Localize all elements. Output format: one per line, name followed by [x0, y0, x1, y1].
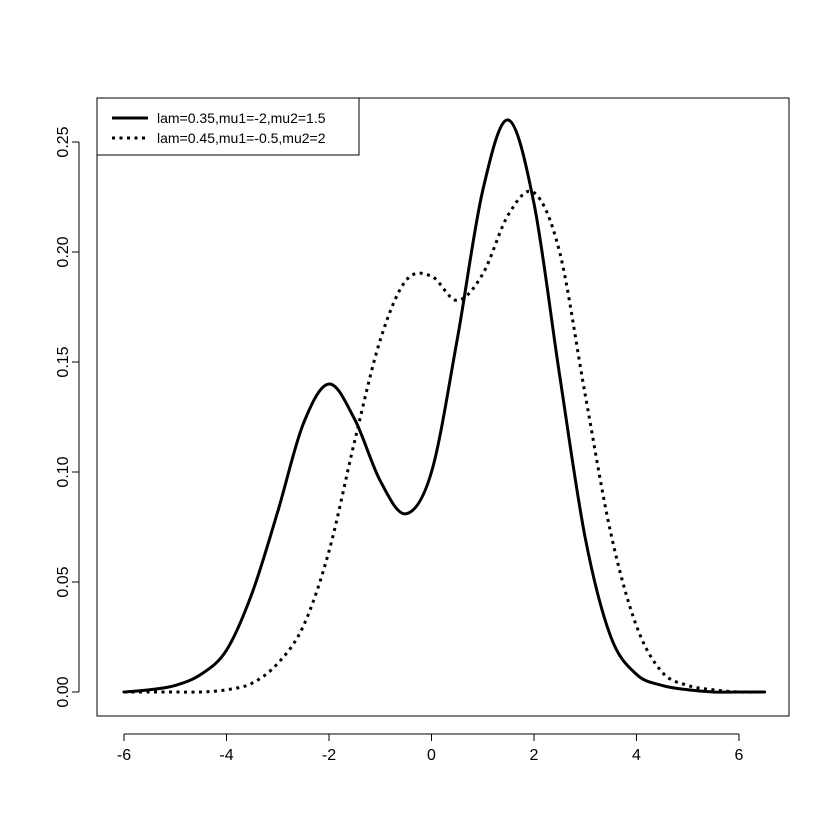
- x-axis: -6 -4 -2 0 2 4 6: [117, 733, 744, 764]
- series-line-lam-0.35: [122, 118, 767, 694]
- y-tick-label: 0.25: [55, 126, 72, 157]
- series-line-lam-0.45: [124, 189, 765, 694]
- legend: lam=0.35,mu1=-2,mu2=1.5 lam=0.45,mu1=-0.…: [96, 97, 360, 156]
- x-tick-label: -6: [117, 747, 131, 764]
- y-tick-label: 0.10: [55, 456, 72, 487]
- x-tick-label: 4: [632, 747, 641, 764]
- x-tick-label: 0: [427, 747, 436, 764]
- legend-label-series-1: lam=0.35,mu1=-2,mu2=1.5: [157, 110, 326, 126]
- legend-box: [96, 97, 360, 156]
- x-tick-label: -4: [219, 747, 233, 764]
- y-tick-label: 0.15: [55, 346, 72, 377]
- plot-frame: [96, 97, 790, 717]
- y-axis: 0.00 0.05 0.10 0.15 0.20 0.25: [55, 126, 80, 708]
- y-tick-label: 0.05: [55, 566, 72, 597]
- y-tick-label: 0.20: [55, 236, 72, 267]
- x-tick-label: -2: [322, 747, 336, 764]
- x-tick-label: 6: [735, 747, 744, 764]
- legend-label-series-2: lam=0.45,mu1=-0.5,mu2=2: [157, 130, 326, 146]
- x-tick-label: 2: [530, 747, 539, 764]
- y-tick-label: 0.00: [55, 676, 72, 707]
